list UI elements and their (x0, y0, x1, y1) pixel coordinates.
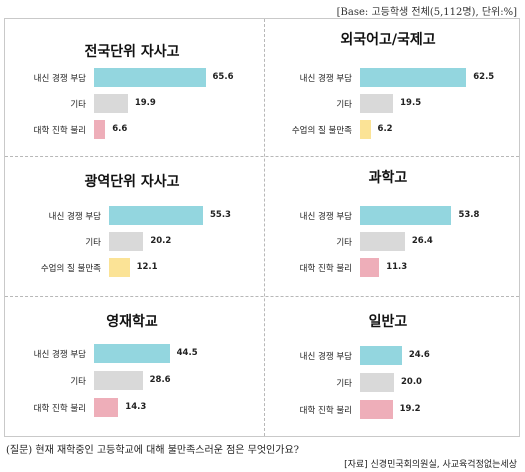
value-label: 11.3 (386, 262, 408, 272)
category-label: 대학 진학 불리 (299, 406, 352, 416)
category-label: 기타 (336, 100, 352, 110)
chart-title: 외국어고/국제고 (340, 32, 436, 48)
value-label: 62.5 (473, 72, 495, 82)
bar (360, 373, 394, 392)
base-note: [Base: 고등학생 전체(5,112명), 단위:%] (336, 7, 517, 18)
bar (94, 398, 119, 417)
value-label: 19.9 (134, 98, 156, 108)
category-label: 기타 (336, 379, 352, 389)
chart-title: 영재학교 (106, 314, 158, 330)
chart-grid (4, 18, 520, 437)
category-label: 기타 (70, 377, 86, 387)
bar (360, 68, 467, 87)
category-label: 내신 경쟁 부담 (33, 350, 86, 360)
value-label: 53.8 (458, 210, 480, 220)
chart-title: 과학고 (368, 170, 408, 186)
value-label: 20.2 (150, 236, 172, 246)
value-label: 6.2 (377, 124, 393, 134)
vertical-divider (264, 19, 265, 436)
source-note: [자료] 신경민국회의원실, 사교육걱정없는세상 (344, 460, 517, 470)
bar (360, 258, 380, 277)
category-label: 기타 (70, 100, 86, 110)
bar (360, 120, 371, 139)
bar (360, 206, 452, 225)
bar (109, 258, 130, 277)
value-label: 12.1 (136, 262, 158, 272)
chart-title: 광역단위 자사고 (84, 174, 180, 190)
chart-title: 전국단위 자사고 (84, 44, 180, 60)
category-label: 내신 경쟁 부담 (299, 74, 352, 84)
bar (94, 344, 170, 363)
category-label: 내신 경쟁 부담 (48, 212, 101, 222)
bar (360, 232, 405, 251)
bar (109, 206, 203, 225)
value-label: 20.0 (401, 377, 422, 387)
category-label: 기타 (336, 238, 352, 248)
bar (94, 68, 206, 87)
value-label: 24.6 (408, 350, 430, 360)
category-label: 수업의 질 불만족 (291, 126, 352, 136)
value-label: 14.3 (125, 402, 147, 412)
category-label: 대학 진학 불리 (33, 404, 86, 414)
value-label: 44.5 (176, 348, 198, 358)
value-label: 28.6 (149, 375, 171, 385)
value-label: 55.3 (210, 210, 231, 220)
category-label: 내신 경쟁 부담 (299, 352, 352, 362)
bar (94, 120, 106, 139)
category-label: 기타 (85, 238, 101, 248)
value-label: 6.6 (112, 124, 128, 134)
bar (94, 94, 128, 113)
category-label: 내신 경쟁 부담 (299, 212, 352, 222)
category-label: 수업의 질 불만족 (40, 264, 101, 274)
value-label: 65.6 (212, 72, 234, 82)
horizontal-divider-2 (5, 296, 519, 297)
horizontal-divider-1 (5, 156, 519, 157)
bar (360, 400, 393, 419)
bar (360, 94, 394, 113)
value-label: 26.4 (411, 236, 433, 246)
survey-question: (질문) 현재 재학중인 고등학교에 대해 불만족스러운 점은 무엇인가요? (6, 445, 300, 456)
bar (109, 232, 144, 251)
value-label: 19.2 (399, 404, 421, 414)
value-label: 19.5 (400, 98, 422, 108)
bar (360, 346, 402, 365)
category-label: 대학 진학 불리 (299, 264, 352, 274)
category-label: 내신 경쟁 부담 (33, 74, 86, 84)
chart-title: 일반고 (368, 314, 408, 330)
category-label: 대학 진학 불리 (33, 126, 86, 136)
bar (94, 371, 143, 390)
